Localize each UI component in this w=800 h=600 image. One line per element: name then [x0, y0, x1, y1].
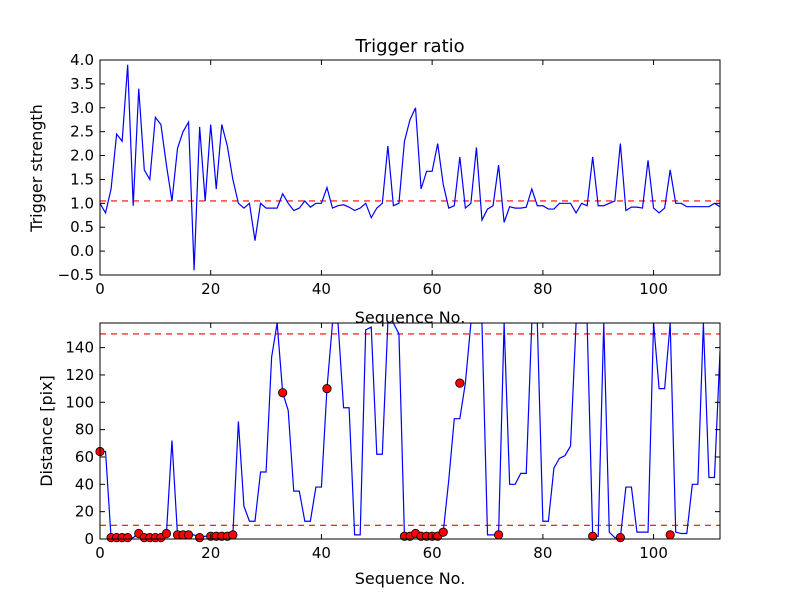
y-tick-label: 3.5	[70, 75, 94, 93]
x-tick-label: 0	[95, 280, 105, 298]
y-tick-label: 1.0	[70, 194, 94, 212]
bottom-y-ticks: 0 20 40 60 80 100 120 140	[65, 339, 720, 548]
bottom-threshold-lines	[100, 333, 720, 526]
bottom-y-axis-label: Distance [pix]	[37, 375, 56, 487]
data-point-marker	[322, 384, 332, 394]
y-tick-label: 2.0	[70, 147, 94, 165]
top-y-ticks: −0.5 0.0 0.5 1.0 1.5 2.0 2.5 3.0 3.5 4.0	[58, 51, 720, 284]
y-tick-label: 3.0	[70, 99, 94, 117]
y-tick-label: 20	[75, 503, 94, 521]
y-tick-label: 140	[65, 339, 94, 357]
data-point-marker	[195, 533, 205, 543]
x-tick-label: 100	[639, 544, 668, 562]
y-tick-label: 4.0	[70, 51, 94, 69]
data-point-marker	[493, 530, 504, 540]
x-tick-label: 20	[201, 280, 220, 298]
top-chart: Trigger ratio 0 20 40 60 80 100 −0.5 0.0 0.5 1.0…	[27, 36, 721, 327]
x-tick-label: 80	[533, 280, 552, 298]
x-tick-label: 40	[312, 544, 331, 562]
data-point-marker	[438, 527, 448, 537]
series-line	[100, 323, 720, 539]
y-tick-label: 0	[84, 530, 94, 548]
top-chart-title: Trigger ratio	[354, 36, 464, 57]
y-tick-label: 1.5	[70, 170, 94, 188]
y-tick-label: 40	[75, 475, 94, 493]
y-tick-label: 60	[75, 448, 94, 466]
data-point-marker	[123, 533, 133, 543]
x-tick-label: 60	[423, 280, 442, 298]
y-tick-label: 100	[65, 393, 94, 411]
bottom-chart: 0 20 40 60 80 100 0 20 40 60 80 100 120 140 Sequence…	[37, 322, 721, 588]
top-plot-frame	[99, 59, 721, 276]
data-point-marker	[588, 531, 598, 541]
bottom-x-axis-label: Sequence No.	[355, 569, 466, 588]
bottom-x-ticks: 0 20 40 60 80 100	[95, 323, 668, 562]
bottom-series-group	[100, 323, 720, 539]
data-point-marker	[278, 388, 288, 398]
top-y-axis-label: Trigger strength	[27, 104, 46, 233]
y-tick-label: 0.5	[70, 218, 94, 236]
series-line	[100, 64, 720, 271]
data-point-marker	[615, 533, 625, 543]
x-tick-label: 20	[201, 544, 220, 562]
data-point-marker	[228, 530, 238, 540]
top-x-axis-label: Sequence No.	[355, 308, 466, 327]
top-series-group	[100, 64, 720, 271]
y-tick-label: 80	[75, 421, 94, 439]
data-point-marker	[665, 530, 675, 540]
x-tick-label: 100	[639, 280, 668, 298]
top-x-ticks: 0 20 40 60 80 100	[95, 60, 668, 298]
bottom-markers-group	[95, 378, 675, 543]
data-point-marker	[161, 528, 172, 539]
y-tick-label: 120	[65, 366, 94, 384]
bottom-plot-frame	[99, 322, 721, 540]
y-tick-label: 2.5	[70, 123, 94, 141]
x-tick-label: 60	[423, 544, 442, 562]
x-tick-label: 0	[95, 544, 105, 562]
x-tick-label: 80	[533, 544, 552, 562]
data-point-marker	[455, 378, 465, 388]
y-tick-label: 0.0	[70, 242, 94, 260]
x-tick-label: 40	[312, 280, 331, 298]
y-tick-label: −0.5	[58, 266, 94, 284]
data-point-marker	[183, 530, 194, 540]
